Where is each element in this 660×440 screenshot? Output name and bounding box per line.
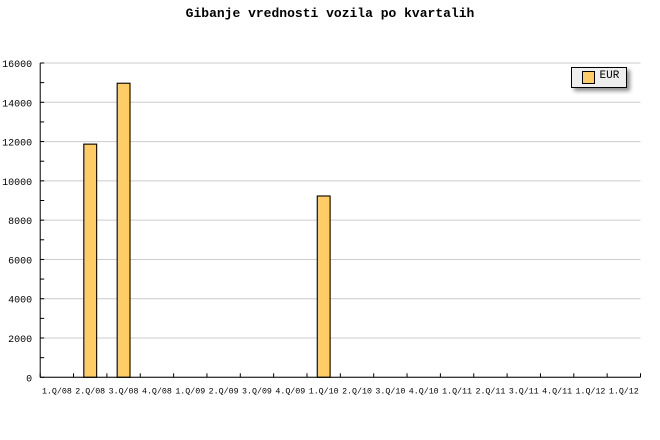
svg-text:1.Q/08: 1.Q/08 — [42, 386, 72, 396]
svg-text:4000: 4000 — [8, 296, 32, 307]
svg-text:4.Q/10: 4.Q/10 — [409, 386, 439, 396]
svg-text:10000: 10000 — [2, 178, 32, 189]
svg-text:1.Q/10: 1.Q/10 — [309, 386, 339, 396]
svg-text:2.Q/08: 2.Q/08 — [75, 386, 105, 396]
svg-text:4.Q/08: 4.Q/08 — [142, 386, 172, 396]
svg-text:4.Q/09: 4.Q/09 — [275, 386, 305, 396]
svg-text:3.Q/09: 3.Q/09 — [242, 386, 272, 396]
svg-text:0: 0 — [26, 374, 32, 385]
svg-text:2000: 2000 — [8, 335, 32, 346]
svg-text:2.Q/09: 2.Q/09 — [209, 386, 239, 396]
svg-text:3.Q/11: 3.Q/11 — [509, 386, 539, 396]
svg-text:14000: 14000 — [2, 99, 32, 110]
svg-text:16000: 16000 — [2, 60, 32, 71]
svg-text:3.Q/10: 3.Q/10 — [375, 386, 405, 396]
svg-text:1.Q/12: 1.Q/12 — [576, 386, 606, 396]
svg-text:8000: 8000 — [8, 217, 32, 228]
svg-text:1.Q/11: 1.Q/11 — [442, 386, 472, 396]
svg-text:6000: 6000 — [8, 256, 32, 267]
svg-text:1.Q/09: 1.Q/09 — [175, 386, 205, 396]
svg-text:2.Q/10: 2.Q/10 — [342, 386, 372, 396]
svg-text:2.Q/11: 2.Q/11 — [475, 386, 505, 396]
svg-text:4.Q/11: 4.Q/11 — [542, 386, 572, 396]
svg-text:3.Q/08: 3.Q/08 — [109, 386, 139, 396]
svg-text:12000: 12000 — [2, 139, 32, 150]
svg-text:1.Q/12: 1.Q/12 — [609, 386, 639, 396]
